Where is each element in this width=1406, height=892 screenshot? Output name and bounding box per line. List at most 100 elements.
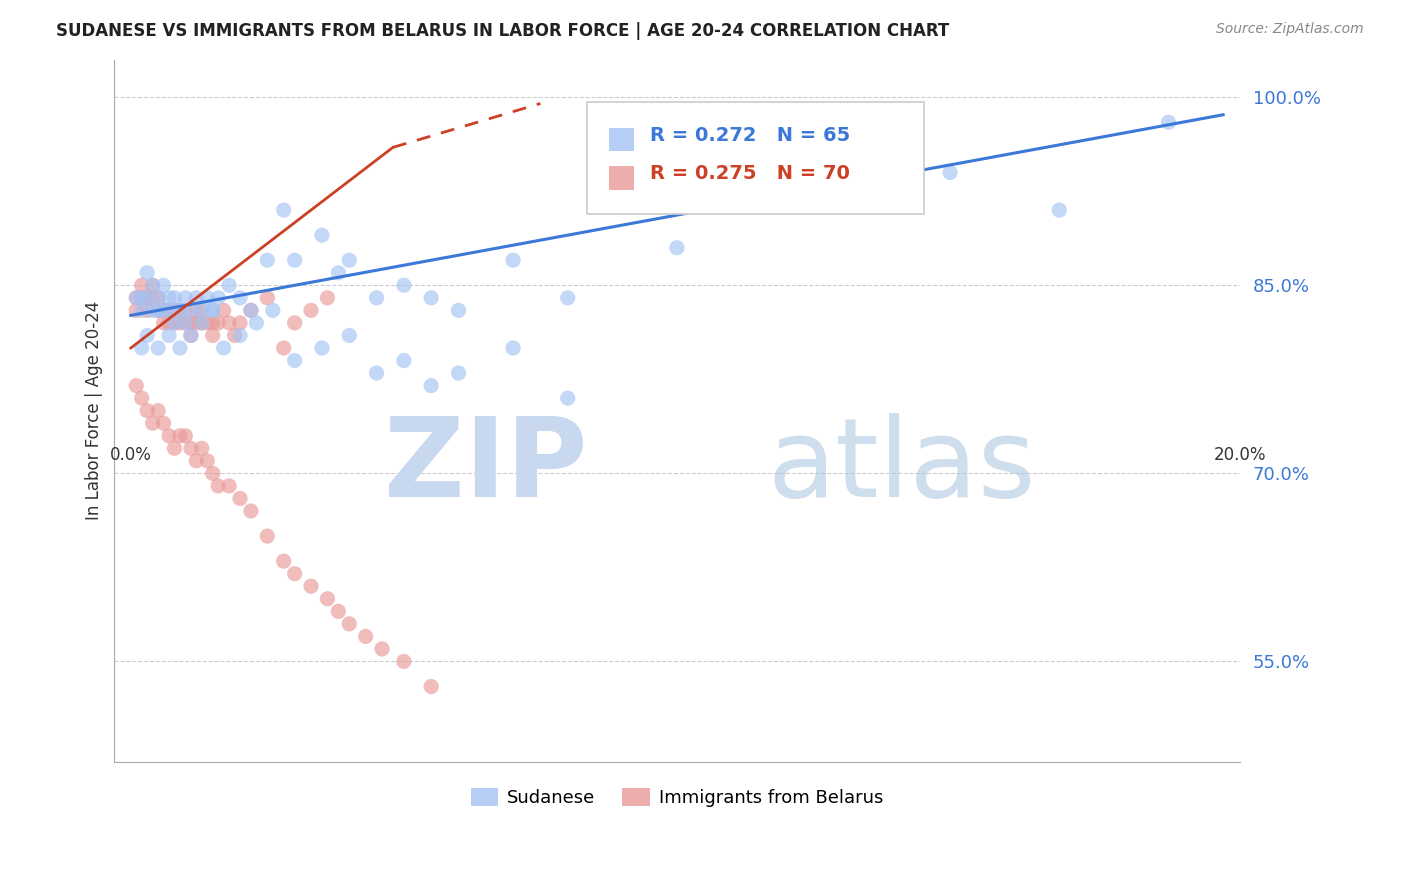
Point bbox=[328, 604, 350, 618]
Point bbox=[191, 303, 214, 318]
Point bbox=[212, 303, 235, 318]
Point bbox=[180, 316, 202, 330]
Point bbox=[218, 479, 240, 493]
Text: SUDANESE VS IMMIGRANTS FROM BELARUS IN LABOR FORCE | AGE 20-24 CORRELATION CHART: SUDANESE VS IMMIGRANTS FROM BELARUS IN L… bbox=[56, 22, 949, 40]
Point bbox=[136, 303, 159, 318]
Point bbox=[273, 341, 295, 355]
Point bbox=[207, 316, 229, 330]
Point bbox=[142, 278, 165, 293]
Point bbox=[174, 316, 197, 330]
Point bbox=[229, 328, 252, 343]
FancyBboxPatch shape bbox=[586, 102, 925, 214]
Point bbox=[136, 328, 159, 343]
Point bbox=[775, 190, 797, 204]
Point bbox=[311, 228, 333, 243]
Point bbox=[420, 291, 443, 305]
Point bbox=[447, 366, 470, 380]
Point bbox=[273, 554, 295, 568]
Point bbox=[299, 303, 322, 318]
Text: atlas: atlas bbox=[766, 413, 1035, 520]
Y-axis label: In Labor Force | Age 20-24: In Labor Force | Age 20-24 bbox=[86, 301, 103, 520]
Point bbox=[180, 442, 202, 456]
Point bbox=[201, 303, 224, 318]
Point bbox=[229, 316, 252, 330]
Point bbox=[371, 641, 394, 656]
Point bbox=[163, 291, 186, 305]
Point bbox=[284, 566, 307, 581]
Point bbox=[152, 416, 174, 430]
Point bbox=[131, 291, 153, 305]
Point bbox=[311, 341, 333, 355]
Point bbox=[328, 266, 350, 280]
Point bbox=[152, 303, 174, 318]
Point bbox=[284, 316, 307, 330]
Point bbox=[212, 341, 235, 355]
Point bbox=[337, 253, 360, 268]
Point bbox=[316, 291, 339, 305]
Point bbox=[201, 328, 224, 343]
Point bbox=[201, 303, 224, 318]
FancyBboxPatch shape bbox=[609, 166, 634, 189]
Point bbox=[157, 303, 180, 318]
Point bbox=[207, 291, 229, 305]
Point bbox=[136, 291, 159, 305]
Text: R = 0.272   N = 65: R = 0.272 N = 65 bbox=[650, 126, 851, 145]
Point bbox=[146, 303, 169, 318]
Point bbox=[180, 328, 202, 343]
Point bbox=[420, 680, 443, 694]
Point bbox=[195, 316, 218, 330]
Point bbox=[169, 341, 191, 355]
Point bbox=[201, 316, 224, 330]
Point bbox=[142, 291, 165, 305]
Point bbox=[939, 165, 962, 179]
Point bbox=[169, 303, 191, 318]
Point bbox=[195, 454, 218, 468]
Point bbox=[131, 278, 153, 293]
Point bbox=[557, 291, 579, 305]
Point bbox=[218, 278, 240, 293]
Point bbox=[239, 303, 262, 318]
Point bbox=[136, 291, 159, 305]
Point bbox=[665, 241, 688, 255]
Point bbox=[256, 291, 278, 305]
Point bbox=[256, 253, 278, 268]
Point bbox=[169, 429, 191, 443]
Point bbox=[146, 303, 169, 318]
Point bbox=[201, 467, 224, 481]
Point bbox=[195, 291, 218, 305]
Point bbox=[284, 353, 307, 368]
Point bbox=[337, 616, 360, 631]
Point bbox=[299, 579, 322, 593]
Point bbox=[163, 316, 186, 330]
Point bbox=[186, 303, 208, 318]
Point bbox=[229, 491, 252, 506]
Point bbox=[1047, 202, 1070, 217]
Point bbox=[142, 416, 165, 430]
Point bbox=[131, 341, 153, 355]
Point bbox=[136, 403, 159, 417]
Point bbox=[174, 303, 197, 318]
Point bbox=[163, 442, 186, 456]
Point bbox=[284, 253, 307, 268]
Point bbox=[169, 303, 191, 318]
Point bbox=[180, 328, 202, 343]
Point bbox=[186, 291, 208, 305]
Point bbox=[174, 316, 197, 330]
Point bbox=[163, 316, 186, 330]
Point bbox=[557, 391, 579, 405]
Point bbox=[157, 429, 180, 443]
Point bbox=[125, 303, 148, 318]
Text: 0.0%: 0.0% bbox=[110, 446, 152, 464]
Point bbox=[157, 328, 180, 343]
Point bbox=[146, 341, 169, 355]
Point bbox=[229, 291, 252, 305]
Point bbox=[366, 291, 388, 305]
Point bbox=[316, 591, 339, 606]
Point bbox=[180, 303, 202, 318]
Point bbox=[142, 303, 165, 318]
Point bbox=[256, 529, 278, 543]
Point bbox=[186, 316, 208, 330]
Text: 20.0%: 20.0% bbox=[1213, 446, 1265, 464]
Point bbox=[157, 291, 180, 305]
Point bbox=[174, 429, 197, 443]
